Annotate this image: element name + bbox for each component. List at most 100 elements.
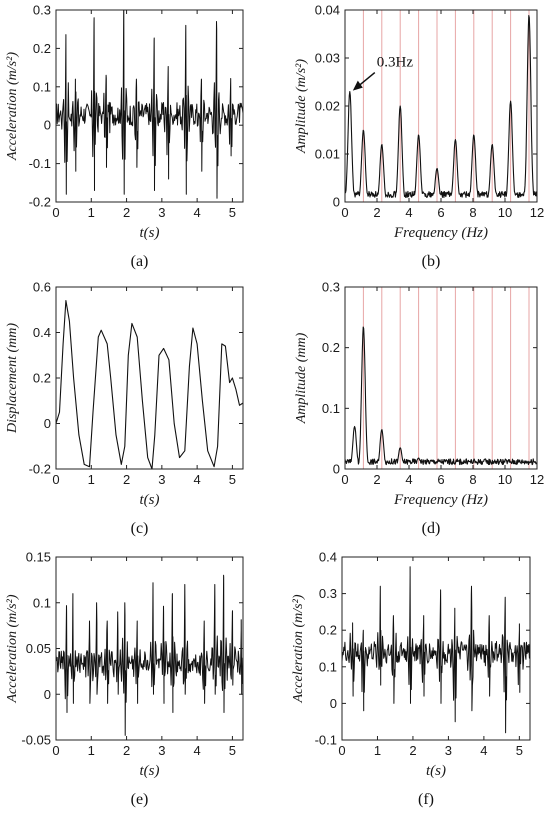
y-tick-label: 0 bbox=[333, 462, 340, 477]
y-tick-label: 0.2 bbox=[322, 340, 340, 355]
y-tick-label: 0.2 bbox=[33, 371, 51, 386]
y-tick-label: 0.02 bbox=[315, 99, 340, 114]
panel-label: (f) bbox=[418, 791, 434, 808]
y-axis-label: Acceleration (m/s²) bbox=[291, 594, 306, 703]
y-tick-label: 0.1 bbox=[33, 595, 51, 610]
y-tick-label: 0 bbox=[44, 687, 51, 702]
series-line bbox=[55, 9, 244, 199]
y-tick-label: 0 bbox=[44, 118, 51, 133]
x-tick-label: 4 bbox=[194, 472, 201, 487]
plot-frame bbox=[55, 286, 244, 470]
panel-label: (d) bbox=[422, 520, 441, 537]
x-tick-label: 1 bbox=[88, 743, 95, 758]
y-axis-label: Displacement (mm) bbox=[5, 323, 20, 434]
plot-frame bbox=[344, 286, 538, 470]
x-tick-label: 3 bbox=[445, 743, 452, 758]
x-tick-label: 0 bbox=[52, 743, 59, 758]
series-line bbox=[55, 574, 244, 736]
y-tick-label: 0.2 bbox=[319, 623, 337, 638]
x-tick-label: 5 bbox=[229, 743, 236, 758]
y-axis-label: Acceleration (m/s²) bbox=[5, 52, 20, 161]
y-axis-label: Amplitude (mm) bbox=[294, 332, 309, 424]
y-tick-label: 0.15 bbox=[26, 550, 51, 565]
y-tick-label: 0.6 bbox=[33, 280, 51, 295]
x-tick-label: 6 bbox=[437, 205, 444, 220]
x-tick-label: 10 bbox=[498, 472, 512, 487]
y-tick-label: -0.1 bbox=[315, 733, 337, 748]
chart-panel-f: 0 1 2 3 4 5-0.100.10.20.30.4t(s)Acceleration … bbox=[291, 550, 531, 808]
y-tick-label: 0.2 bbox=[33, 41, 51, 56]
x-axis-label: t(s) bbox=[140, 492, 160, 508]
y-tick-label: 0 bbox=[44, 416, 51, 431]
x-tick-label: 8 bbox=[469, 205, 476, 220]
x-axis-label: t(s) bbox=[140, 225, 160, 241]
x-tick-label: 5 bbox=[229, 472, 236, 487]
x-tick-label: 1 bbox=[88, 205, 95, 220]
x-tick-label: 3 bbox=[158, 205, 165, 220]
x-tick-label: 0 bbox=[52, 205, 59, 220]
annotation-arrowhead bbox=[352, 80, 363, 91]
x-tick-label: 1 bbox=[88, 472, 95, 487]
y-tick-label: -0.05 bbox=[21, 733, 51, 748]
panel-label: (c) bbox=[131, 520, 149, 537]
x-tick-label: 8 bbox=[469, 472, 476, 487]
plot-frame bbox=[341, 556, 531, 741]
x-tick-label: 0 bbox=[338, 743, 345, 758]
y-axis-label: Amplitude (m/s²) bbox=[294, 59, 309, 154]
annotation-arrow bbox=[357, 72, 376, 88]
series-line bbox=[55, 300, 244, 470]
y-tick-label: 0.4 bbox=[33, 325, 51, 340]
x-tick-label: 1 bbox=[374, 743, 381, 758]
x-tick-label: 4 bbox=[194, 205, 201, 220]
y-tick-label: -0.1 bbox=[29, 156, 51, 171]
chart-panel-b: 0 2 4 6 8 10 12 0 0.01 0.02 0.03 0.04 Frequency (Hz)… bbox=[294, 3, 544, 271]
series-line bbox=[344, 14, 538, 198]
y-tick-label: 0.1 bbox=[319, 659, 337, 674]
x-axis-label: Frequency (Hz) bbox=[393, 492, 488, 508]
series-line bbox=[341, 566, 531, 734]
y-tick-label: -0.2 bbox=[29, 195, 51, 210]
y-tick-label: 0.4 bbox=[319, 550, 337, 565]
x-axis-label: t(s) bbox=[426, 763, 446, 779]
x-tick-label: 2 bbox=[373, 472, 380, 487]
annotation-label: 0.3Hz bbox=[377, 55, 414, 71]
plot-frame bbox=[55, 9, 244, 203]
y-tick-label: 0.05 bbox=[26, 641, 51, 656]
y-tick-label: 0.3 bbox=[319, 586, 337, 601]
y-tick-label: 0.1 bbox=[322, 401, 340, 416]
x-tick-label: 0 bbox=[341, 472, 348, 487]
x-tick-label: 2 bbox=[373, 205, 380, 220]
x-tick-label: 2 bbox=[409, 743, 416, 758]
x-tick-label: 5 bbox=[516, 743, 523, 758]
x-tick-label: 0 bbox=[341, 205, 348, 220]
series-line bbox=[344, 326, 538, 466]
x-tick-label: 5 bbox=[229, 205, 236, 220]
chart-panel-a: 0 1 2 3 4 5 -0.2 -0.1 0 0.1 0.2 0.3 t(s) Acceleration… bbox=[5, 3, 244, 270]
x-tick-label: 12 bbox=[530, 472, 544, 487]
y-tick-label: 0 bbox=[330, 696, 337, 711]
y-tick-label: 0.1 bbox=[33, 79, 51, 94]
x-tick-label: 2 bbox=[123, 743, 130, 758]
x-tick-label: 4 bbox=[405, 205, 412, 220]
x-tick-label: 10 bbox=[498, 205, 512, 220]
y-tick-label: 0.01 bbox=[315, 147, 340, 162]
y-tick-label: 0.03 bbox=[315, 51, 340, 66]
x-tick-label: 4 bbox=[194, 743, 201, 758]
x-tick-label: 2 bbox=[123, 205, 130, 220]
x-tick-label: 2 bbox=[123, 472, 130, 487]
y-tick-label: 0.3 bbox=[33, 3, 51, 18]
panel-label: (b) bbox=[422, 253, 441, 270]
x-tick-label: 4 bbox=[480, 743, 487, 758]
panel-label: (e) bbox=[131, 791, 149, 808]
y-tick-label: 0.3 bbox=[322, 280, 340, 295]
y-tick-label: 0.04 bbox=[315, 3, 340, 18]
x-tick-label: 3 bbox=[158, 472, 165, 487]
x-tick-label: 4 bbox=[405, 472, 412, 487]
y-axis-label: Acceleration (m/s²) bbox=[5, 594, 20, 703]
chart-panel-c: 0 1 2 3 4 5-0.200.20.40.6t(s)Displacement (mm… bbox=[5, 280, 244, 537]
panel-label: (a) bbox=[131, 253, 149, 270]
x-axis-label: Frequency (Hz) bbox=[393, 225, 488, 241]
x-tick-label: 0 bbox=[52, 472, 59, 487]
